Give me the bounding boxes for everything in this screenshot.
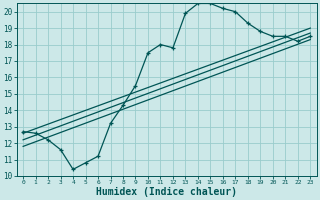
X-axis label: Humidex (Indice chaleur): Humidex (Indice chaleur) — [96, 186, 237, 197]
